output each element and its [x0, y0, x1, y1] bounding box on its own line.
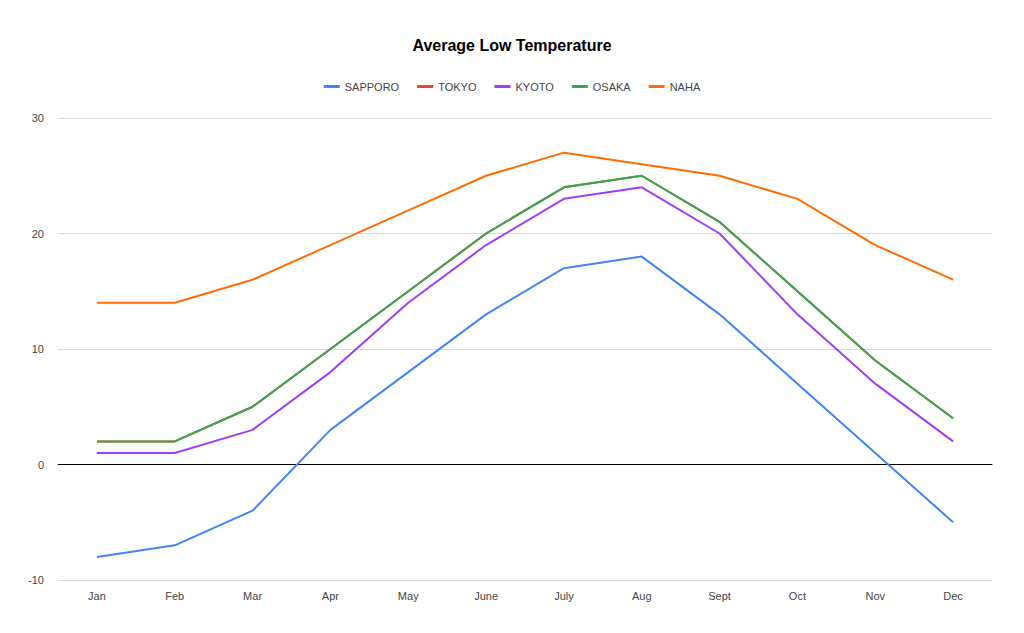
svg-text:Sept: Sept — [708, 590, 731, 602]
svg-text:Apr: Apr — [322, 590, 339, 602]
svg-text:Oct: Oct — [789, 590, 806, 602]
svg-text:0: 0 — [38, 459, 44, 471]
svg-text:SAPPORO: SAPPORO — [345, 81, 400, 93]
svg-text:Mar: Mar — [243, 590, 262, 602]
svg-text:OSAKA: OSAKA — [593, 81, 632, 93]
svg-text:Aug: Aug — [632, 590, 652, 602]
svg-text:30: 30 — [32, 112, 44, 124]
svg-text:June: June — [474, 590, 498, 602]
svg-text:NAHA: NAHA — [670, 81, 701, 93]
svg-text:May: May — [398, 590, 419, 602]
svg-text:July: July — [554, 590, 574, 602]
svg-text:10: 10 — [32, 343, 44, 355]
svg-text:Average Low Temperature: Average Low Temperature — [412, 37, 611, 54]
svg-text:Feb: Feb — [165, 590, 184, 602]
svg-text:TOKYO: TOKYO — [438, 81, 477, 93]
svg-text:20: 20 — [32, 228, 44, 240]
svg-text:Dec: Dec — [943, 590, 963, 602]
svg-text:KYOTO: KYOTO — [515, 81, 554, 93]
svg-text:Jan: Jan — [88, 590, 106, 602]
svg-text:Nov: Nov — [865, 590, 885, 602]
svg-text:-10: -10 — [28, 574, 44, 586]
